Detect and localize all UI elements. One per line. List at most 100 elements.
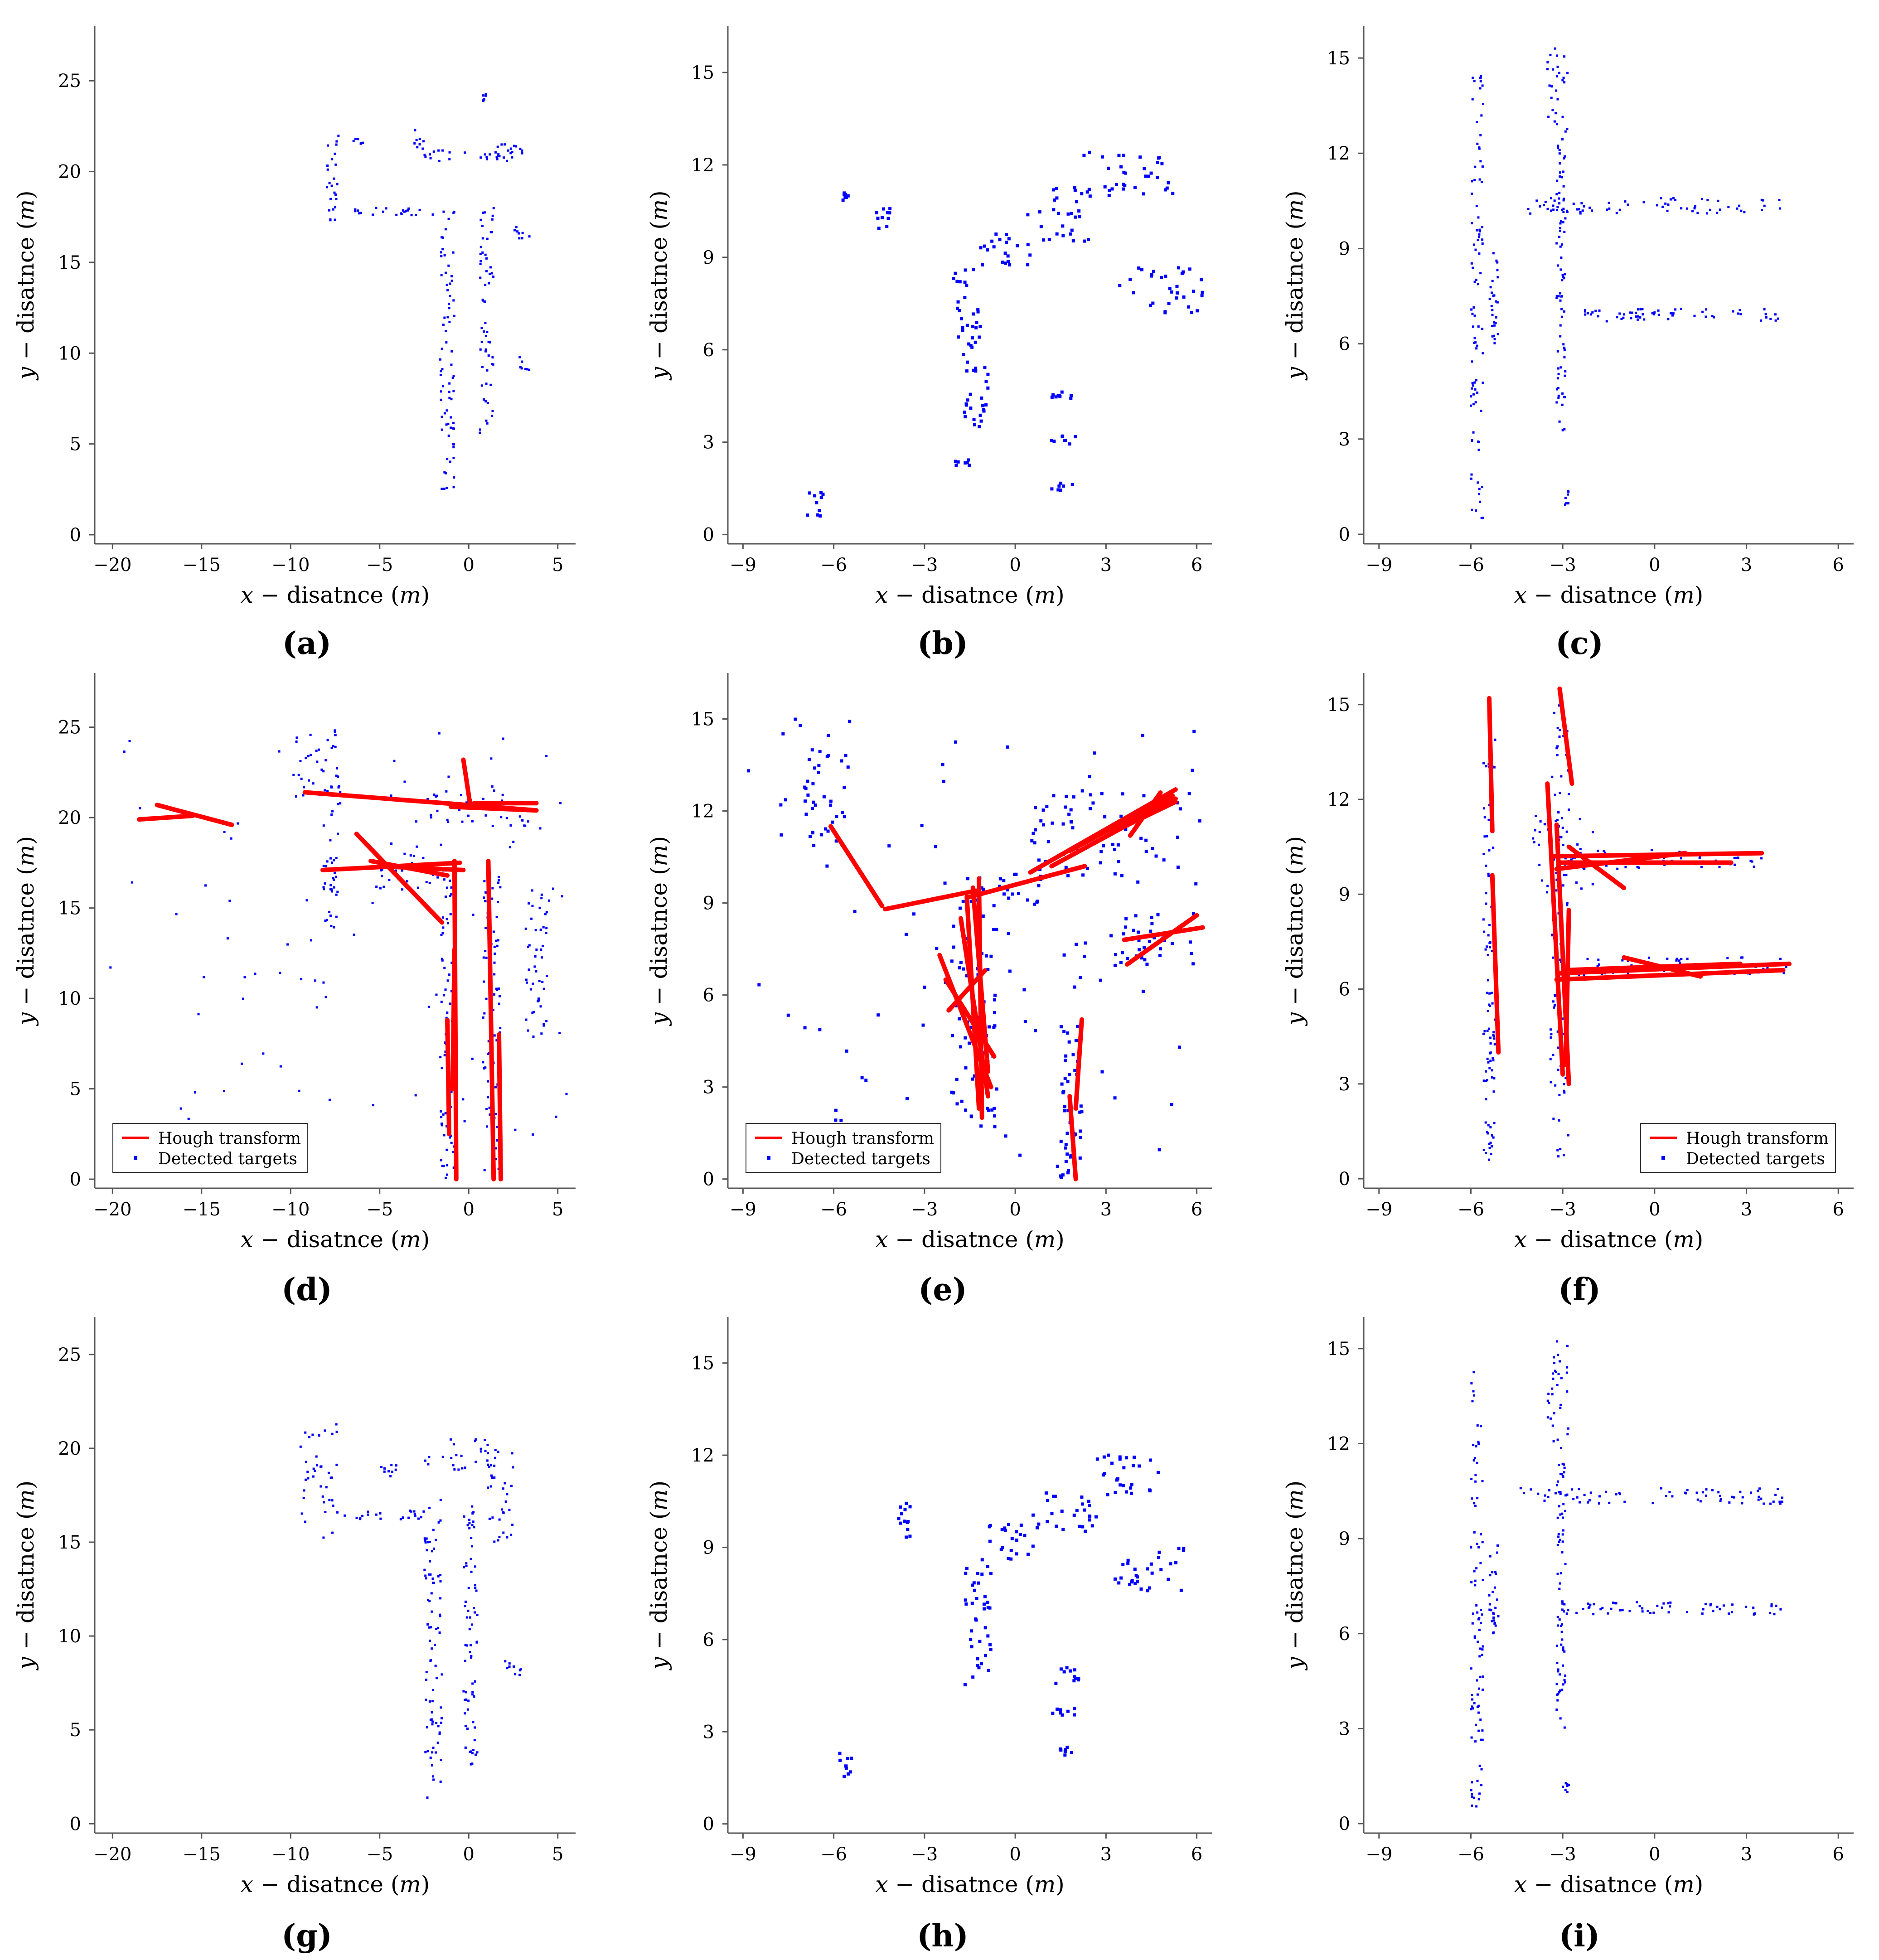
data-point-d xyxy=(496,1126,499,1128)
y-tick-label-b: 12 xyxy=(691,155,714,176)
data-point-f xyxy=(1553,858,1555,861)
data-point-d xyxy=(485,956,488,959)
data-point-e xyxy=(811,807,814,810)
data-point-c xyxy=(1480,74,1482,77)
data-point-h xyxy=(1114,1577,1117,1581)
data-point-b xyxy=(1177,266,1180,270)
data-point-g xyxy=(438,1631,441,1634)
data-point-i xyxy=(1477,1711,1480,1714)
data-point-g xyxy=(432,1778,435,1781)
y-tick-label-c: 0 xyxy=(1339,524,1350,545)
data-point-d xyxy=(450,886,453,889)
data-point-d xyxy=(533,965,536,968)
data-point-e xyxy=(992,928,996,931)
data-point-h xyxy=(1128,1583,1131,1586)
data-point-d xyxy=(279,972,281,974)
hough-line-e xyxy=(828,824,885,909)
data-point-a xyxy=(448,307,450,310)
data-point-e xyxy=(952,1091,955,1095)
data-point-b xyxy=(1075,200,1078,203)
data-point-f xyxy=(1543,823,1546,826)
data-point-h xyxy=(1000,1528,1004,1532)
data-point-c xyxy=(1693,207,1696,210)
data-point-c xyxy=(1558,149,1561,151)
data-point-h xyxy=(1073,1668,1076,1672)
data-point-c xyxy=(1562,199,1565,202)
data-point-a xyxy=(415,139,418,141)
data-point-f xyxy=(1553,1004,1556,1007)
x-axis-label-e: x − disatnce (m) xyxy=(875,1226,1065,1253)
data-point-f xyxy=(1492,847,1495,849)
data-point-e xyxy=(906,1097,909,1100)
data-point-h xyxy=(1110,1462,1114,1465)
data-point-c xyxy=(1561,429,1564,431)
data-point-b xyxy=(815,501,818,504)
data-point-f xyxy=(1490,1153,1492,1156)
data-point-e xyxy=(1066,1171,1070,1175)
data-point-i xyxy=(1701,1491,1704,1494)
data-point-i xyxy=(1628,1610,1631,1612)
data-point-g xyxy=(426,1541,429,1544)
data-point-a xyxy=(453,476,455,479)
x-tick-label-h: 0 xyxy=(1009,1844,1021,1865)
data-point-i xyxy=(1474,1579,1477,1582)
data-point-c xyxy=(1564,497,1567,499)
data-point-f xyxy=(1487,953,1489,956)
data-point-a xyxy=(326,168,329,171)
data-point-a xyxy=(450,398,453,401)
data-point-h xyxy=(980,1558,984,1562)
data-point-i xyxy=(1492,1591,1494,1593)
data-point-i xyxy=(1566,1433,1569,1436)
y-tick-label-a: 20 xyxy=(58,162,81,183)
data-point-i xyxy=(1488,1594,1491,1597)
data-point-b xyxy=(1110,187,1114,191)
caption-e: (e) xyxy=(918,1272,967,1308)
data-point-g xyxy=(467,1609,470,1612)
data-point-a xyxy=(440,390,442,393)
data-point-f xyxy=(1492,1059,1495,1062)
data-point-f xyxy=(1561,1017,1564,1020)
data-point-i xyxy=(1473,1570,1476,1573)
data-point-e xyxy=(1149,929,1153,933)
data-point-a xyxy=(418,138,421,140)
data-point-d xyxy=(467,814,470,817)
data-point-c xyxy=(1732,310,1734,313)
data-point-a xyxy=(333,177,335,180)
data-point-d xyxy=(493,973,496,976)
data-point-c xyxy=(1472,306,1475,309)
data-point-d xyxy=(324,759,327,762)
data-point-g xyxy=(427,1463,430,1466)
data-point-h xyxy=(1081,1525,1085,1529)
data-point-a xyxy=(336,183,339,185)
data-point-e xyxy=(1079,976,1082,979)
data-point-c xyxy=(1481,165,1484,168)
data-point-e xyxy=(1157,1148,1161,1152)
data-point-g xyxy=(464,1605,466,1607)
data-point-h xyxy=(1056,1707,1059,1711)
data-point-f xyxy=(1583,973,1585,976)
y-axis-label-g: y − disatnce (m) xyxy=(13,1481,39,1671)
data-point-g xyxy=(464,1699,466,1701)
data-point-h xyxy=(980,1573,984,1576)
data-point-g xyxy=(465,1698,467,1701)
data-point-a xyxy=(485,419,488,422)
data-point-b xyxy=(1200,294,1204,298)
data-point-f xyxy=(1566,904,1569,906)
data-point-e xyxy=(954,740,957,744)
data-point-i xyxy=(1477,1641,1479,1643)
data-point-g xyxy=(518,1674,521,1676)
data-point-i xyxy=(1667,1611,1670,1614)
data-point-a xyxy=(441,149,444,152)
data-point-a xyxy=(452,443,455,446)
data-point-i xyxy=(1719,1500,1722,1502)
data-point-g xyxy=(438,1733,441,1735)
data-point-f xyxy=(1557,811,1560,813)
data-point-e xyxy=(955,1078,959,1081)
data-point-c xyxy=(1555,193,1558,196)
data-point-e xyxy=(1136,930,1140,934)
data-point-i xyxy=(1523,1492,1525,1495)
data-point-a xyxy=(513,145,515,147)
data-point-h xyxy=(970,1645,973,1649)
data-point-f xyxy=(1487,875,1490,877)
data-point-f xyxy=(1605,864,1608,867)
